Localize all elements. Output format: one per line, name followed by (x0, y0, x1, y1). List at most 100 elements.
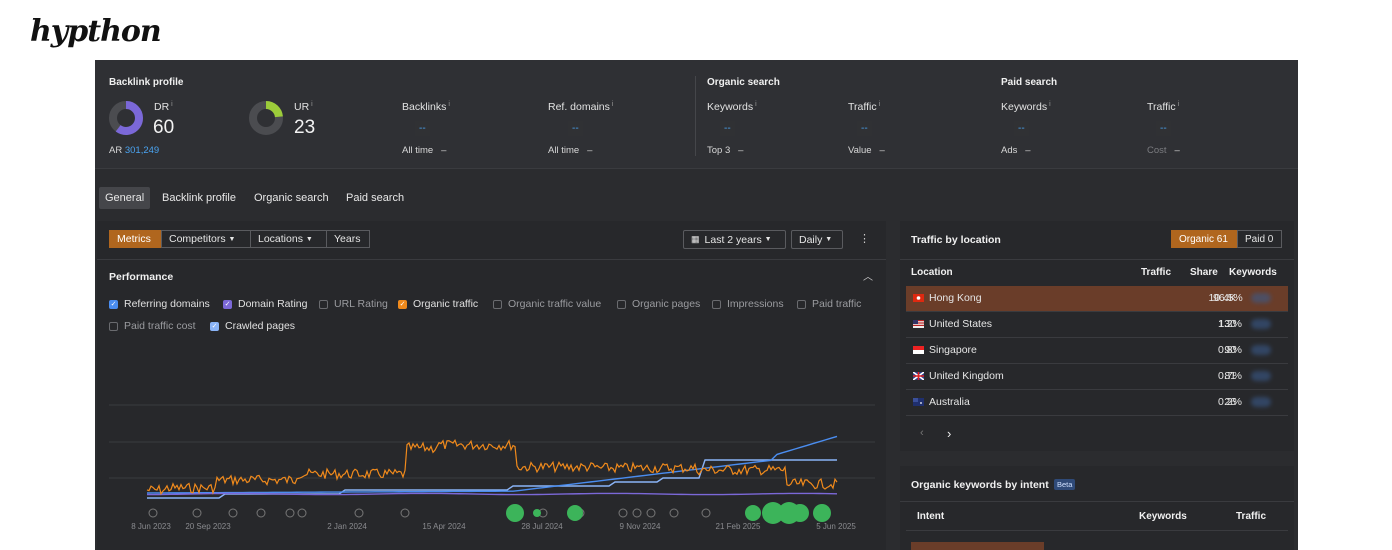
annotation-marker-icon (701, 508, 711, 518)
checkbox-icon: ✓ (210, 321, 219, 331)
ar-value[interactable]: 301,249 (124, 145, 160, 156)
chevron-left-icon[interactable]: ‹ (920, 427, 924, 439)
checkbox-icon: ✓ (398, 299, 407, 309)
checkbox-paid-traffic[interactable]: Paid traffic (797, 298, 861, 310)
organic-search-title: Organic search (707, 77, 780, 88)
organic-keywords-label: Keywords (707, 101, 754, 113)
checkbox-organic-traffic[interactable]: ✓ Organic traffic (398, 298, 478, 310)
ref-domains-value: -- (568, 121, 583, 136)
backlinks-label: Backlinks (402, 101, 447, 113)
collapse-icon[interactable]: ︿ (863, 272, 873, 283)
checkbox-paid-traffic-cost[interactable]: Paid traffic cost (109, 320, 196, 332)
keywords-header: Keywords (1229, 267, 1277, 278)
keywords-blurred-value (1251, 397, 1271, 407)
locations-dropdown[interactable]: Locations ▼ (250, 230, 327, 248)
ar-label: AR (109, 145, 123, 156)
hong-kong-flag-icon (913, 294, 924, 302)
checkbox-url-rating[interactable]: URL Rating (319, 298, 388, 310)
info-icon[interactable]: i (755, 101, 757, 108)
annotation-marker-icon (228, 508, 238, 518)
calendar-icon: ▦ (691, 234, 700, 244)
ur-donut-icon (249, 101, 283, 135)
annotation-marker-icon (192, 508, 202, 518)
paid-toggle[interactable]: Paid 0 (1237, 230, 1282, 248)
years-toggle[interactable]: Years (326, 230, 370, 248)
date-range-dropdown[interactable]: ▦ Last 2 years ▼ (683, 230, 786, 249)
checkbox-icon (797, 299, 806, 309)
traffic-value: 130 (1218, 318, 1236, 330)
table-row[interactable]: Hong Kong 10.4K 96.5% (906, 286, 1288, 312)
backlinks-value: -- (415, 121, 430, 136)
checkbox-impressions[interactable]: Impressions (712, 298, 784, 310)
tab-general[interactable]: General (99, 187, 151, 209)
table-row[interactable]: United Kingdom 81 0.7% (906, 364, 1288, 390)
singapore-flag-icon (913, 346, 924, 354)
section-tabs (95, 169, 1298, 221)
info-icon[interactable]: i (448, 101, 450, 108)
metrics-toggle[interactable]: Metrics (109, 230, 162, 248)
overview-header: Backlink profile DR i 60 AR 301,249 UR i 2… (95, 60, 1298, 169)
organic-traffic-sub-value: – (879, 145, 885, 156)
tab-paid-search[interactable]: Paid search (346, 192, 405, 204)
checkbox-crawled-pages[interactable]: ✓ Crawled pages (210, 320, 295, 332)
domain-rating-line (146, 492, 838, 496)
chevron-down-icon: ▼ (764, 236, 772, 243)
paid-keywords-label: Keywords (1001, 101, 1048, 113)
country-name[interactable]: United States (929, 318, 993, 330)
divider (97, 259, 886, 260)
x-tick-label: 5 Jun 2025 (816, 522, 856, 531)
checkbox-label: Paid traffic cost (124, 320, 196, 332)
info-icon[interactable]: i (611, 101, 614, 108)
checkbox-icon (617, 299, 626, 309)
backlink-profile-title: Backlink profile (109, 77, 184, 88)
checkbox-organic-pages[interactable]: Organic pages (617, 298, 700, 310)
annotation-marker-icon (669, 508, 679, 518)
divider (900, 501, 1294, 502)
info-icon[interactable]: i (878, 101, 881, 108)
traffic-value: 10.4K (1208, 292, 1236, 304)
country-name[interactable]: Hong Kong (929, 292, 982, 304)
update-marker-icon (506, 504, 524, 522)
keywords-by-intent-title: Organic keywords by intent (911, 479, 1049, 491)
divider (906, 530, 1288, 531)
country-name[interactable]: Singapore (929, 344, 977, 356)
country-name[interactable]: Australia (929, 396, 970, 408)
beta-badge: Beta (1054, 479, 1076, 490)
annotation-marker-icon (285, 508, 295, 518)
info-icon[interactable]: i (1177, 101, 1180, 108)
checkbox-referring-domains[interactable]: ✓ Referring domains (109, 298, 210, 310)
info-icon[interactable]: i (311, 101, 313, 108)
info-icon[interactable]: i (171, 101, 173, 108)
chevron-right-icon[interactable]: › (947, 426, 952, 441)
annotation-marker-icon (400, 508, 410, 518)
organic-toggle[interactable]: Organic 61 (1171, 230, 1238, 248)
competitors-dropdown[interactable]: Competitors ▼ (161, 230, 251, 248)
checkbox-domain-rating[interactable]: ✓ Domain Rating (223, 298, 307, 310)
ur-label: UR (294, 101, 310, 113)
tab-backlink-profile[interactable]: Backlink profile (162, 192, 236, 204)
divider (695, 76, 696, 156)
chevron-down-icon: ▼ (825, 236, 833, 243)
referring-domains-line (146, 435, 838, 494)
annotation-marker-icon (618, 508, 628, 518)
chevron-down-icon: ▼ (228, 235, 236, 243)
annotation-marker-icon (148, 508, 158, 518)
organic-count: 61 (1216, 233, 1228, 245)
table-row[interactable]: United States 130 1.2% (906, 312, 1288, 338)
x-tick-label: 9 Nov 2024 (620, 522, 661, 531)
traffic-by-location-title: Traffic by location (911, 234, 1001, 246)
checkbox-organic-traffic-value[interactable]: Organic traffic value (493, 298, 601, 310)
table-row[interactable]: Singapore 90 0.8% (906, 338, 1288, 364)
tab-organic-search[interactable]: Organic search (254, 192, 329, 204)
traffic-header: Traffic (1141, 267, 1172, 278)
ref-domains-sub-value: – (587, 145, 593, 156)
info-icon[interactable]: i (1049, 101, 1051, 108)
paid-keywords-value: -- (1014, 121, 1029, 136)
ref-domains-label: Ref. domains (548, 101, 610, 113)
interval-dropdown[interactable]: Daily ▼ (791, 230, 843, 249)
brand-logo: hypthon (30, 14, 162, 49)
paid-traffic-label: Traffic (1147, 101, 1176, 113)
table-row[interactable]: Australia 26 0.2% (906, 390, 1288, 416)
more-options-icon[interactable]: ⋮ (859, 233, 870, 245)
country-name[interactable]: United Kingdom (929, 370, 1004, 382)
